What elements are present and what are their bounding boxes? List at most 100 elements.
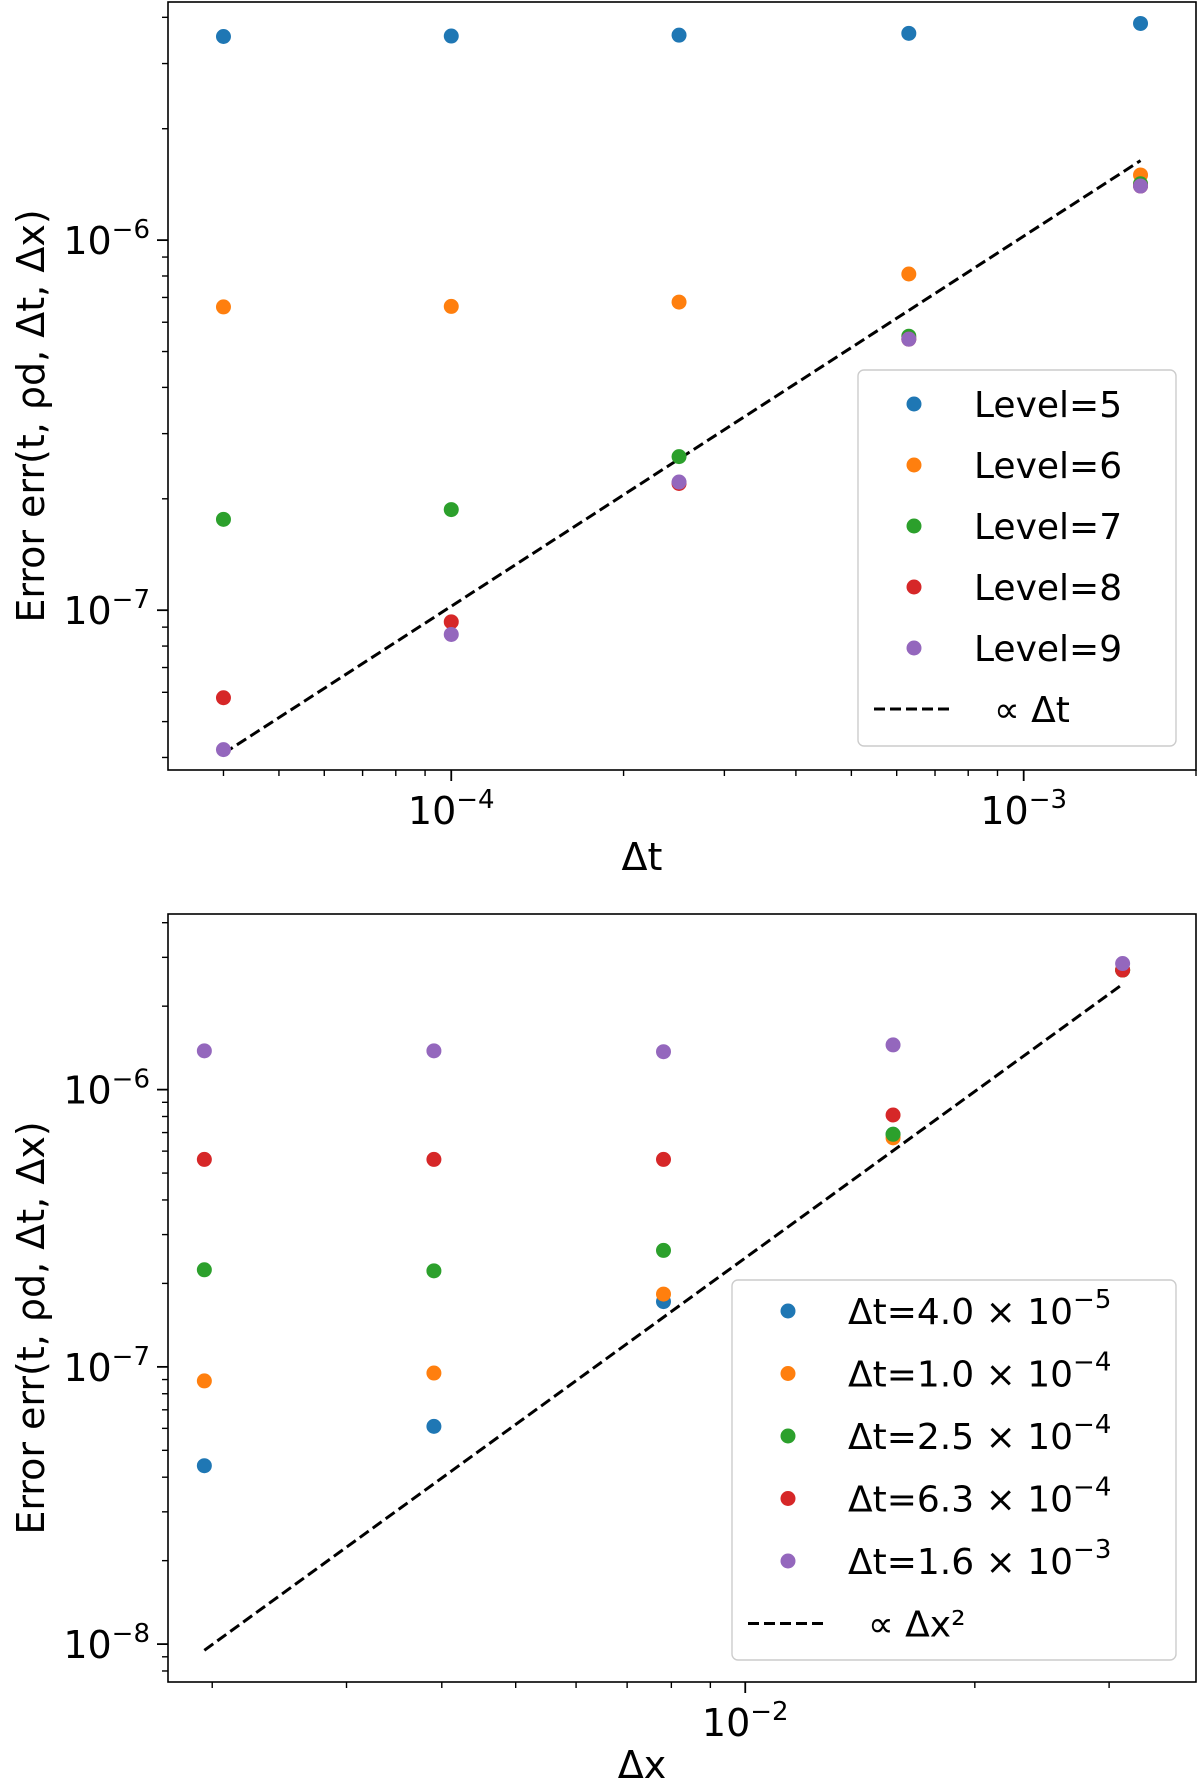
- data-point: [1133, 178, 1149, 194]
- data-point: [426, 1043, 442, 1059]
- y-tick-label-base: 10: [63, 1623, 111, 1667]
- y-tick-label: 10−6: [63, 1065, 150, 1113]
- data-point: [443, 298, 459, 314]
- legend-marker: [780, 1366, 796, 1381]
- reference-line: [203, 982, 1124, 1652]
- data-point: [426, 1365, 442, 1381]
- data-point: [443, 28, 459, 44]
- data-point: [885, 1107, 901, 1123]
- y-tick-label-exp: −6: [112, 1065, 150, 1095]
- y-axis-label: Error err(t, ρd, Δt, Δx): [9, 209, 53, 622]
- legend-label: Level=7: [974, 507, 1122, 548]
- legend-label-exp: −4: [1073, 1410, 1111, 1440]
- legend-reference-label: ∝ Δt: [994, 690, 1070, 731]
- data-point: [215, 511, 231, 527]
- data-point: [443, 614, 459, 630]
- y-tick-label: 10−7: [63, 1342, 150, 1390]
- legend-label-main: Δt=4.0 × 10: [848, 1292, 1073, 1333]
- data-point: [443, 502, 459, 518]
- y-tick-label-base: 10: [63, 1346, 111, 1390]
- data-point: [885, 1126, 901, 1142]
- legend-marker: [780, 1491, 796, 1506]
- y-tick-label-base: 10: [63, 589, 111, 633]
- data-point: [196, 1458, 212, 1474]
- y-tick-label: 10−6: [63, 215, 150, 263]
- y-tick-label-exp: −7: [112, 1342, 150, 1372]
- data-point: [671, 294, 687, 310]
- y-tick-label-base: 10: [63, 219, 111, 263]
- y-axis-label: Error err(t, ρd, Δt, Δx): [9, 1121, 53, 1534]
- legend-label-exp: −5: [1073, 1285, 1111, 1315]
- y-tick-label-base: 10: [63, 1069, 111, 1113]
- legend-label-exp: −3: [1073, 1535, 1111, 1565]
- legend-label: Level=9: [974, 629, 1122, 670]
- data-point: [901, 331, 917, 347]
- data-point: [655, 1151, 671, 1167]
- y-tick-label: 10−7: [63, 585, 150, 633]
- legend-marker: [906, 579, 922, 595]
- legend-marker: [906, 457, 922, 473]
- x-tick-label-exp: −4: [456, 785, 494, 815]
- legend-marker: [780, 1428, 796, 1444]
- legend-label-main: Δt=1.6 × 10: [848, 1542, 1073, 1583]
- y-tick-label-exp: −7: [112, 585, 150, 615]
- legend-label-exp: −4: [1073, 1473, 1111, 1503]
- legend-label: Δt=2.5 × 10−4: [848, 1410, 1111, 1458]
- legend-marker: [780, 1303, 796, 1319]
- plot-frame: [167, 1, 1197, 771]
- data-point: [426, 1263, 442, 1279]
- data-point: [196, 1373, 212, 1389]
- legend-label: Δt=6.3 × 10−4: [848, 1473, 1111, 1521]
- data-point: [215, 299, 231, 315]
- legend-frame: [857, 369, 1177, 747]
- data-point: [901, 266, 917, 282]
- legend-label: Δt=1.0 × 10−4: [848, 1348, 1111, 1396]
- legend-label-main: Δt=2.5 × 10: [848, 1417, 1073, 1458]
- data-point: [671, 27, 687, 43]
- legend-frame: [731, 1279, 1177, 1661]
- legend-label: Level=6: [974, 446, 1122, 487]
- data-point: [1115, 956, 1131, 972]
- legend-reference-label: ∝ Δx²: [868, 1605, 966, 1646]
- data-point: [426, 1151, 442, 1167]
- x-tick-label-base: 10: [408, 789, 456, 833]
- x-tick-label-exp: −3: [1029, 785, 1067, 815]
- legend-label: Level=5: [974, 385, 1122, 426]
- data-point: [671, 474, 687, 490]
- data-point: [215, 742, 231, 758]
- data-point: [655, 1044, 671, 1060]
- data-point: [655, 1286, 671, 1302]
- plot-frame: [167, 913, 1197, 1683]
- data-point: [426, 1418, 442, 1434]
- legend-marker: [780, 1553, 796, 1569]
- series-1: [215, 15, 1149, 45]
- x-tick-label: 10−2: [702, 1697, 789, 1745]
- legend-label-main: Δt=1.0 × 10: [848, 1355, 1073, 1396]
- data-point: [215, 690, 231, 706]
- x-tick-label: 10−4: [408, 785, 495, 833]
- legend-label-exp: −4: [1073, 1348, 1111, 1378]
- data-point: [443, 626, 459, 642]
- legend-marker: [906, 396, 922, 412]
- series-5: [196, 956, 1131, 1060]
- legend-marker: [906, 640, 922, 656]
- x-tick-label-base: 10: [980, 789, 1028, 833]
- legend-label: Δt=1.6 × 10−3: [848, 1535, 1111, 1583]
- x-tick-label-base: 10: [702, 1701, 750, 1745]
- data-point: [215, 29, 231, 45]
- legend-marker: [906, 518, 922, 534]
- series-4: [196, 962, 1131, 1167]
- legend-label: Level=8: [974, 568, 1122, 609]
- data-point: [901, 25, 917, 41]
- y-tick-label-exp: −8: [112, 1619, 150, 1649]
- legend: Δt=4.0 × 10−5Δt=1.0 × 10−4Δt=2.5 × 10−4Δ…: [731, 1279, 1177, 1661]
- series-5: [215, 178, 1149, 758]
- data-point: [885, 1037, 901, 1053]
- x-tick-label: 10−3: [980, 785, 1067, 833]
- data-point: [196, 1151, 212, 1167]
- data-point: [671, 449, 687, 465]
- data-point: [196, 1043, 212, 1059]
